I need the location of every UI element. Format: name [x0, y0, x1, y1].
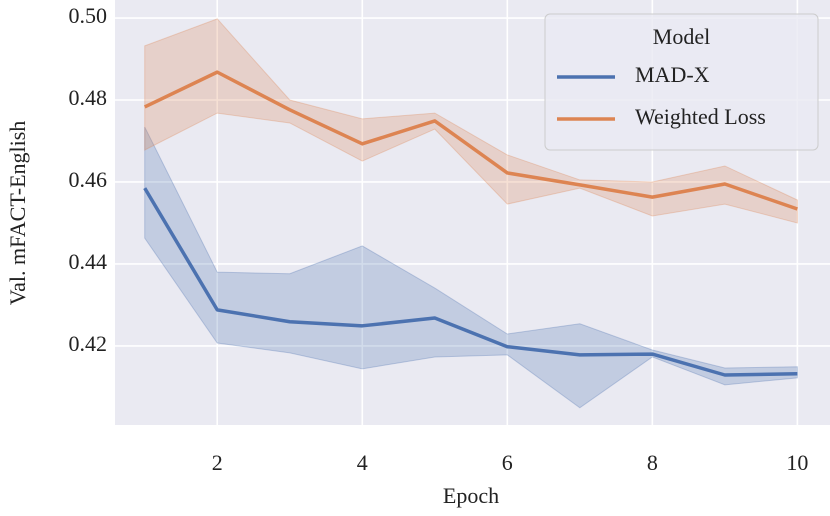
y-tick-label: 0.50	[69, 3, 108, 28]
line	[143, 187, 798, 377]
line	[143, 70, 798, 211]
confidence-band	[144, 126, 798, 409]
x-tick-label: 8	[647, 450, 658, 475]
y-tick-label: 0.44	[69, 249, 108, 274]
legend-box	[544, 13, 819, 151]
confidence-band	[144, 18, 798, 224]
x-tick-label: 4	[357, 450, 368, 475]
x-tick-label: 2	[212, 450, 223, 475]
y-tick-label: 0.42	[69, 331, 108, 356]
legend-title: Model	[653, 24, 710, 49]
x-tick-label: 10	[786, 450, 808, 475]
legend-label: MAD-X	[635, 62, 710, 87]
y-tick-label: 0.46	[69, 167, 108, 192]
y-axis-label: Val. mFACT-English	[5, 121, 30, 306]
x-tick-label: 6	[502, 450, 513, 475]
x-axis-label: Epoch	[443, 483, 499, 508]
y-tick-label: 0.48	[69, 85, 108, 110]
legend-label: Weighted Loss	[635, 104, 766, 129]
